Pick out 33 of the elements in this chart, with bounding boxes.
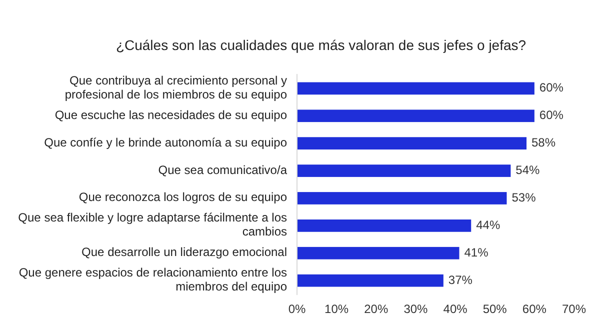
x-tick-label: 20% <box>364 302 388 316</box>
y-tick-label: Que reconozca los logros de su equipo <box>78 190 288 204</box>
y-tick-label: Que genere espacios de relacionamiento entre los miembros del equipo <box>18 266 288 294</box>
bar <box>297 164 511 177</box>
x-tick-label: 10% <box>324 302 349 316</box>
bar <box>297 137 527 150</box>
x-tick-label: 30% <box>404 302 428 316</box>
data-label: 37% <box>448 272 473 287</box>
y-tick-label: Que escuche las necesidades de su equipo <box>54 108 288 122</box>
data-label: 53% <box>512 190 536 204</box>
bar <box>297 192 507 204</box>
y-tick-label: Que sea flexible y logre adaptarse fácilmente a los cambios <box>18 210 287 239</box>
y-tick-label: Que sea comunicativo/a <box>158 162 288 177</box>
bar <box>297 110 534 122</box>
data-label: 44% <box>476 218 500 232</box>
data-label: 58% <box>532 135 556 150</box>
y-tick-label: Que desarrolle un liderazgo emocional <box>82 245 287 260</box>
data-label: 60% <box>539 108 564 122</box>
x-tick-label: 50% <box>482 302 508 316</box>
x-tick-label: 70% <box>562 302 586 316</box>
bar <box>297 220 472 232</box>
y-tick-label: Que confíe y le brinde autonomía a su equipo <box>44 135 288 150</box>
data-label: 54% <box>516 162 540 177</box>
chart-title: ¿Cuáles son las cualidades que más valoran de sus jefes o jefas? <box>116 37 526 53</box>
bar <box>297 246 460 260</box>
y-tick-label: Que contribuya al crecimiento personal y profesional de los miembros de su equipo <box>64 74 288 102</box>
x-tick-label: 0% <box>288 302 306 316</box>
x-tick-label: 40% <box>443 302 468 316</box>
x-tick-label: 60% <box>522 302 547 316</box>
data-label: 60% <box>539 80 564 95</box>
data-label: 41% <box>464 245 489 260</box>
bar <box>297 82 534 95</box>
bar <box>297 274 444 287</box>
